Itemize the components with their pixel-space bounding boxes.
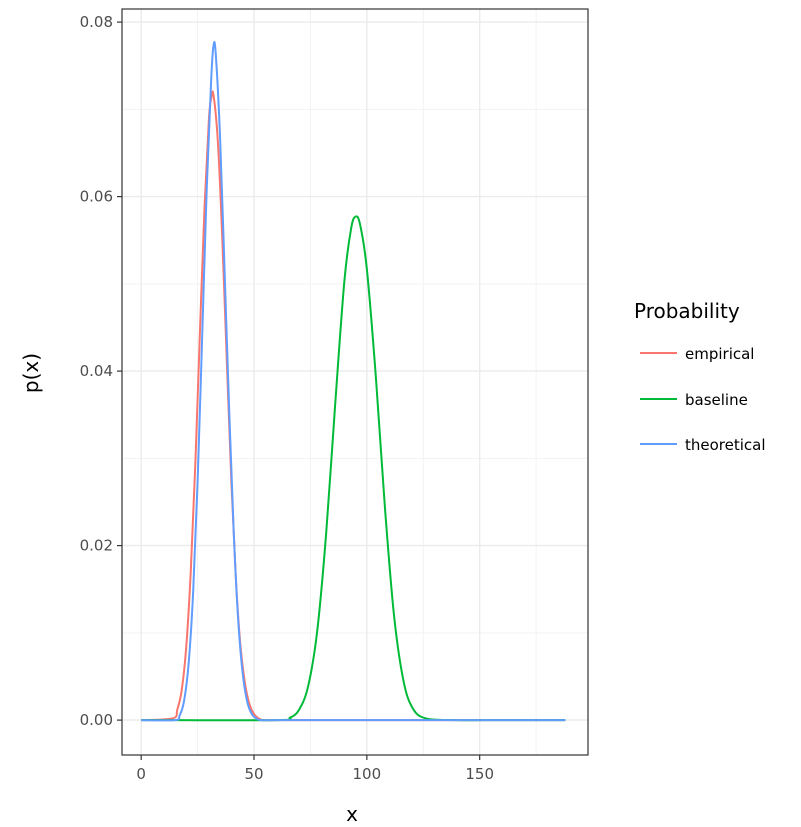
legend-label-theoretical: theoretical — [685, 436, 766, 454]
panel-border — [121, 8, 589, 756]
x-tick-label: 150 — [465, 765, 494, 783]
legend: Probability empirical baseline theoretical — [634, 299, 766, 454]
y-tick-label: 0.08 — [80, 13, 113, 31]
y-tick-label: 0.00 — [80, 711, 113, 729]
x-tick-label: 50 — [244, 765, 263, 783]
series-line-baseline — [141, 215, 566, 722]
x-tick-label: 100 — [353, 765, 382, 783]
legend-label-baseline: baseline — [685, 391, 748, 409]
y-axis-title: p(x) — [19, 353, 43, 393]
legend-label-empirical: empirical — [685, 345, 754, 363]
x-tick-label: 0 — [136, 765, 146, 783]
x-axis: 0 50 100 150 — [136, 755, 494, 783]
series-line-theoretical — [141, 40, 566, 722]
series-layer — [141, 40, 566, 722]
y-tick-label: 0.04 — [80, 362, 113, 380]
y-tick-label: 0.06 — [80, 188, 113, 206]
legend-title: Probability — [634, 299, 740, 323]
y-axis: 0.00 0.02 0.04 0.06 0.08 — [80, 13, 122, 729]
grid-minor — [122, 9, 588, 755]
y-tick-label: 0.02 — [80, 537, 113, 555]
x-axis-title: x — [346, 802, 358, 826]
